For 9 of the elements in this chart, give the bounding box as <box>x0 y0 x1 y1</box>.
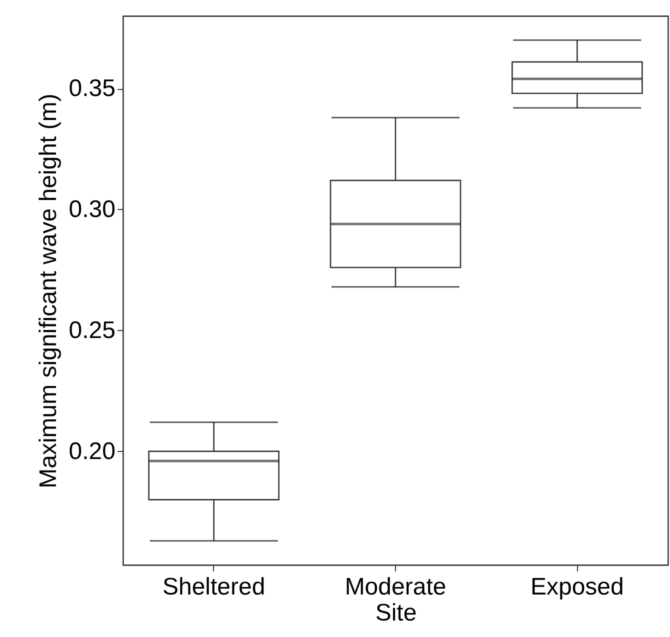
y-tick-label: 0.35 <box>68 75 116 102</box>
y-axis-title: Maximum significant wave height (m) <box>34 94 62 488</box>
y-tick-label: 0.20 <box>68 438 116 465</box>
x-tick-label: Exposed <box>530 574 624 600</box>
x-tick-label: Moderate <box>344 574 446 600</box>
y-tick-label: 0.25 <box>68 316 116 344</box>
y-tick-label: 0.30 <box>68 196 116 223</box>
x-tick-label: Sheltered <box>162 574 266 600</box>
x-axis-title: Site <box>375 600 417 626</box>
